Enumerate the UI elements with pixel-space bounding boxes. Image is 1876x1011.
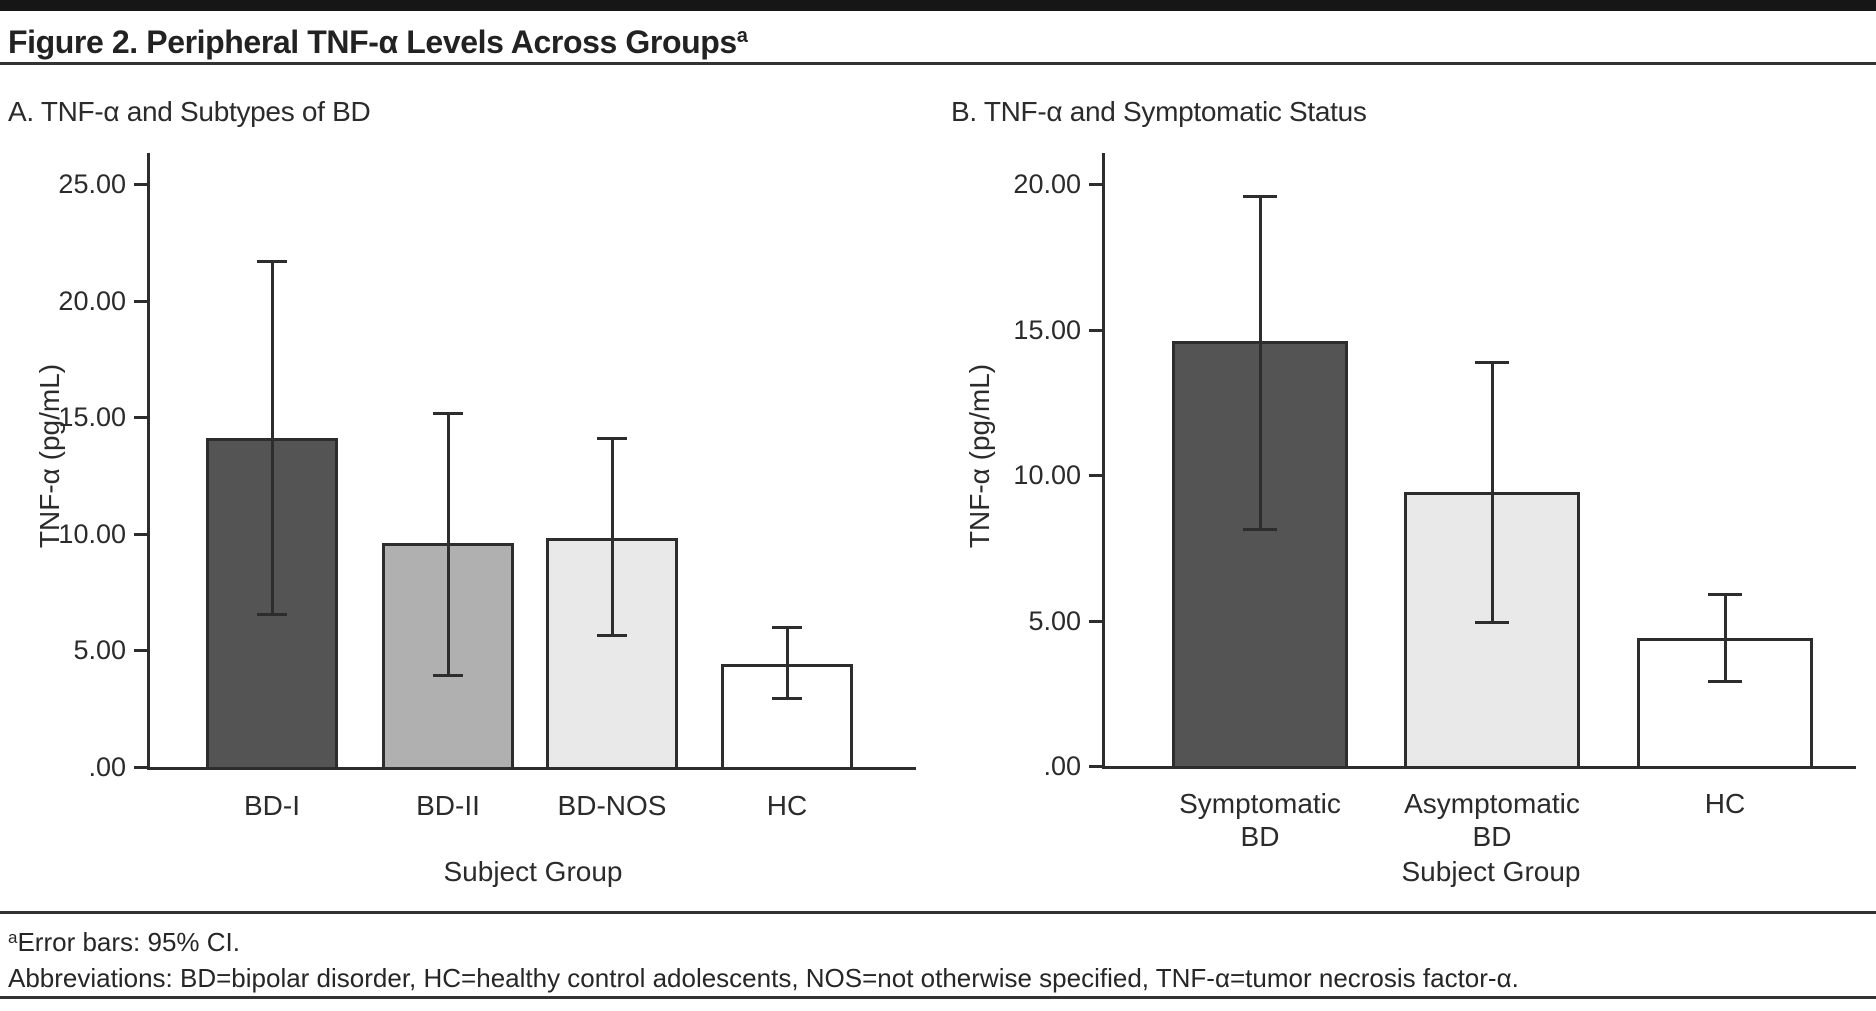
- panel-b-y-axis-title-text: TNF-α (pg/mL): [964, 363, 995, 549]
- panel-a-y-tick-label-15.00: 15.00: [58, 402, 126, 433]
- figure-title-text: Figure 2. Peripheral TNF-α Levels Across…: [8, 24, 737, 60]
- panel-b-y-tick-label-.00: .00: [1043, 751, 1081, 781]
- footnote-superscript: a: [8, 928, 18, 947]
- panel-a-error-bar-cap-low-bd-nos: [597, 634, 627, 638]
- panel-b-x-axis-title: Subject Group: [1401, 856, 1581, 887]
- panel-b-error-bar-cap-low-symptomatic-bd: [1243, 528, 1277, 532]
- panel-a-category-label-bd-nos: BD-NOS: [557, 790, 667, 821]
- panel-a-x-axis-line: [147, 767, 916, 770]
- panel-a-error-bar-cap-high-bd-i: [257, 259, 287, 263]
- panel-a-y-axis-line: [147, 153, 150, 770]
- panel-b-error-bar-cap-high-symptomatic-bd: [1243, 194, 1277, 198]
- panel-a-error-bar-cap-high-bd-nos: [597, 437, 627, 441]
- panel-a-bar-bd-nos: [546, 538, 678, 770]
- panel-b-title: B. TNF-α and Symptomatic Status: [951, 96, 1367, 127]
- panel-a-x-axis-title: Subject Group: [443, 856, 623, 887]
- panel-b-category-label-asymptomatic-bd: Asymptomatic: [1404, 788, 1580, 819]
- bottom-rule: [0, 996, 1876, 999]
- panel-b-error-bar-symptomatic-bd: [1258, 195, 1262, 531]
- panel-b-y-tick-mark-15.00: [1089, 328, 1102, 332]
- footnote-abbreviations: Abbreviations: BD=bipolar disorder, HC=h…: [8, 962, 1519, 994]
- panel-a-category-label-bd-i: BD-I: [244, 790, 300, 821]
- panel-a-y-axis-title-text: TNF-α (pg/mL): [34, 363, 65, 549]
- panel-a-y-tick-label-10.00: 10.00: [58, 518, 126, 549]
- panel-b-y-tick-label-5.00: 5.00: [1028, 605, 1081, 636]
- panel-a-error-bar-cap-low-bd-ii: [433, 674, 463, 678]
- figure-title: Figure 2. Peripheral TNF-α Levels Across…: [8, 24, 748, 61]
- panel-a-category-label-bd-ii: BD-II: [416, 790, 480, 821]
- panel-a-y-tick-mark-20.00: [134, 299, 147, 303]
- top-black-bar: [0, 0, 1876, 11]
- panel-a-y-tick-label-25.00: 25.00: [58, 169, 126, 199]
- footnote-error-bars: aError bars: 95% CI.: [8, 926, 240, 962]
- panel-a-error-bar-bd-i: [270, 260, 274, 616]
- panel-a-y-tick-mark-15.00: [134, 416, 147, 420]
- panel-b-y-tick-mark-5.00: [1089, 619, 1102, 623]
- panel-a-y-tick-label-5.00: 5.00: [73, 635, 126, 666]
- panel-a-y-tick-mark-.00: [134, 766, 147, 769]
- figure-title-superscript: a: [736, 25, 748, 47]
- panel-a-y-tick-mark-25.00: [134, 183, 147, 186]
- panel-a-error-bar-cap-low-bd-i: [257, 613, 287, 617]
- panel-b-y-tick-mark-20.00: [1089, 183, 1102, 186]
- panel-a-error-bar-cap-high-bd-ii: [433, 411, 463, 415]
- panel-a-y-tick-label-.00: .00: [88, 752, 126, 782]
- panel-a-error-bar-cap-low-hc: [772, 697, 802, 701]
- panel-b-y-tick-label-15.00: 15.00: [1013, 314, 1081, 345]
- panel-b-category-label-symptomatic-bd: Symptomatic: [1179, 788, 1341, 819]
- panel-b-y-tick-label-20.00: 20.00: [1013, 169, 1081, 199]
- panel-b-category-label-asymptomatic-bd-line2: BD: [1472, 821, 1512, 852]
- panel-b-error-bar-cap-low-asymptomatic-bd: [1475, 621, 1509, 625]
- panel-b-y-axis-line: [1102, 153, 1105, 769]
- panel-a-error-bar-bd-nos: [610, 438, 614, 637]
- panel-b-error-bar-cap-low-hc: [1708, 679, 1742, 683]
- panel-b-error-bar-cap-high-hc: [1708, 593, 1742, 597]
- panel-b-y-tick-label-10.00: 10.00: [1013, 460, 1081, 490]
- panel-b-category-label-hc: HC: [1704, 788, 1746, 819]
- panel-a-error-bar-hc: [785, 627, 789, 700]
- title-rule: [0, 62, 1876, 65]
- panel-b-category-label-symptomatic-bd-line2: BD: [1240, 821, 1280, 852]
- panel-a-y-tick-label-20.00: 20.00: [58, 285, 126, 316]
- footnote-error-bars-text: Error bars: 95% CI.: [17, 927, 240, 957]
- panel-b-y-tick-mark-10.00: [1089, 474, 1102, 477]
- panel-a-error-bar-cap-high-hc: [772, 626, 802, 630]
- footnote-abbreviations-text: Abbreviations: BD=bipolar disorder, HC=h…: [8, 963, 1519, 993]
- panel-a-category-label-hc: HC: [766, 790, 808, 821]
- panel-b-error-bar-hc: [1723, 594, 1727, 682]
- panel-b-error-bar-asymptomatic-bd: [1490, 361, 1494, 624]
- footnote-top-rule: [0, 911, 1876, 914]
- panel-a-error-bar-bd-ii: [446, 412, 450, 677]
- panel-a-title: A. TNF-α and Subtypes of BD: [8, 96, 371, 127]
- panel-a-y-tick-mark-10.00: [134, 532, 147, 536]
- panel-b-error-bar-cap-high-asymptomatic-bd: [1475, 360, 1509, 364]
- panel-a-y-tick-mark-5.00: [134, 649, 147, 653]
- panel-b-y-tick-mark-.00: [1089, 765, 1102, 768]
